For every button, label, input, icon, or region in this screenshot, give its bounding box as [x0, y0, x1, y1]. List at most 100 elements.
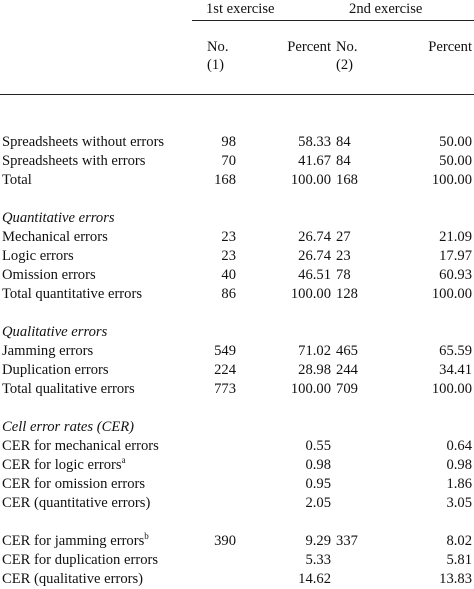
count-exercise-2 — [333, 551, 369, 570]
count-exercise-2: 128 — [336, 286, 358, 302]
row-label: CER for mechanical errors — [0, 437, 192, 456]
count-exercise-1: 224 — [214, 362, 236, 378]
count-exercise-2: 244 — [336, 362, 358, 378]
count-exercise-1: 390 — [214, 533, 236, 549]
spacer — [0, 513, 474, 532]
row-label-text: Total qualitative errors — [2, 381, 135, 397]
table-row: Duplication errors 224 28.98 244 34.41 — [0, 361, 474, 380]
percent-column-header-1: Percent — [287, 39, 332, 55]
qualitative-errors-title: Qualitative errors — [2, 324, 108, 340]
percent-exercise-1: 100.00 — [290, 286, 332, 302]
row-label: Logic errors — [0, 247, 192, 266]
percent-exercise-2: 8.02 — [446, 533, 473, 549]
table-row: Mechanical errors 23 26.74 27 21.09 — [0, 228, 474, 247]
row-label: CER for duplication errors — [0, 551, 192, 570]
count-exercise-2: 465 — [336, 343, 358, 359]
percent-exercise-2: 1.86 — [446, 476, 473, 492]
count-exercise-1 — [192, 456, 239, 475]
percent-column-header-2: Percent — [428, 39, 473, 55]
spacer-row — [0, 304, 474, 323]
row-label: Total quantitative errors — [0, 285, 192, 304]
spacer — [0, 114, 474, 133]
percent-exercise-2: 34.41 — [439, 362, 473, 378]
spacer-row — [0, 114, 474, 133]
spacer-row — [0, 190, 474, 209]
quantitative-errors-title: Quantitative errors — [2, 210, 115, 226]
row-label: Spreadsheets with errors — [0, 152, 192, 171]
table-row: CER (quantitative errors) 2.05 3.05 — [0, 494, 474, 513]
percent-exercise-1: 2.05 — [305, 495, 332, 511]
row-label: CER (qualitative errors) — [0, 570, 192, 589]
table-row: CER for jamming errorsb 390 9.29 337 8.02 — [0, 532, 474, 551]
row-label: CER (quantitative errors) — [0, 494, 192, 513]
percent-exercise-1: 9.29 — [305, 533, 332, 549]
row-label-text: Mechanical errors — [2, 229, 108, 245]
count-exercise-1: 86 — [221, 286, 236, 302]
count-exercise-1: 23 — [221, 229, 236, 245]
row-label-text: Duplication errors — [2, 362, 109, 378]
percent-exercise-1: 0.95 — [305, 476, 332, 492]
no-column-header-2: No. (2) — [333, 21, 369, 95]
quantitative-errors-section: Mechanical errors 23 26.74 27 21.09 Logic err… — [0, 228, 474, 304]
no-label: No. — [207, 39, 229, 55]
footnote-marker: a — [121, 455, 126, 465]
section-title-row: Cell error rates (CER) — [0, 418, 474, 437]
percent-exercise-1: 26.74 — [298, 229, 332, 245]
percent-exercise-1: 71.02 — [298, 343, 332, 359]
section-title-row: Qualitative errors — [0, 323, 474, 342]
spacer — [0, 304, 474, 323]
spacer — [0, 399, 474, 418]
percent-exercise-1: 5.33 — [305, 552, 332, 568]
table-row: Logic errors 23 26.74 23 17.97 — [0, 247, 474, 266]
table-row: Total qualitative errors 773 100.00 709 100.… — [0, 380, 474, 399]
header-spacer — [0, 21, 192, 95]
row-label: CER for omission errors — [0, 475, 192, 494]
percent-exercise-1: 28.98 — [298, 362, 332, 378]
percent-exercise-1: 41.67 — [298, 153, 332, 169]
count-exercise-2: 84 — [336, 153, 351, 169]
no-label: No. — [336, 39, 358, 55]
row-label-text: CER for logic errors — [2, 457, 122, 473]
row-label-text: CER for jamming errors — [2, 533, 145, 549]
row-label-text: CER for mechanical errors — [2, 438, 159, 454]
count-exercise-1: 549 — [214, 343, 236, 359]
count-exercise-2 — [333, 437, 369, 456]
row-label-text: Logic errors — [2, 248, 74, 264]
table-row: Total quantitative errors 86 100.00 128 100.… — [0, 285, 474, 304]
count-exercise-2: 78 — [336, 267, 351, 283]
percent-exercise-2: 5.81 — [446, 552, 473, 568]
percent-exercise-2: 50.00 — [439, 134, 473, 150]
spacer-row — [0, 513, 474, 532]
table-row: Total 168 100.00 168 100.00 — [0, 171, 474, 190]
percent-exercise-1: 100.00 — [290, 381, 332, 397]
row-label: Omission errors — [0, 266, 192, 285]
percent-exercise-1: 0.55 — [305, 438, 332, 454]
percent-exercise-1: 26.74 — [298, 248, 332, 264]
count-exercise-2 — [333, 475, 369, 494]
count-exercise-2: 168 — [336, 172, 358, 188]
count-exercise-1: 98 — [221, 134, 236, 150]
percent-exercise-1: 14.62 — [298, 571, 332, 587]
percent-exercise-2: 13.83 — [439, 571, 473, 587]
row-label: CER for jamming errorsb — [0, 532, 192, 551]
count-exercise-1 — [192, 551, 239, 570]
row-label-text: CER for omission errors — [2, 476, 146, 492]
header-rule — [0, 94, 474, 114]
table-row: Omission errors 40 46.51 78 60.93 — [0, 266, 474, 285]
row-label: Jamming errors — [0, 342, 192, 361]
table-row: Spreadsheets without errors 98 58.33 84 50.0… — [0, 133, 474, 152]
table-row: Spreadsheets with errors 70 41.67 84 50.00 — [0, 152, 474, 171]
percent-exercise-2: 100.00 — [431, 286, 473, 302]
percent-exercise-2: 0.64 — [446, 438, 473, 454]
percent-exercise-1: 58.33 — [298, 134, 332, 150]
table-header: 1st exercise 2nd exercise No. (1) Percen… — [0, 0, 474, 133]
percent-exercise-2: 65.59 — [439, 343, 473, 359]
column-header-row: No. (1) Percent No. (2) Percent — [0, 21, 474, 95]
count-exercise-1: 70 — [221, 153, 236, 169]
count-exercise-1 — [192, 437, 239, 456]
spacer-section: Quantitative errors — [0, 190, 474, 228]
percent-exercise-1: 0.98 — [305, 457, 332, 473]
count-exercise-1: 168 — [214, 172, 236, 188]
percent-exercise-2: 50.00 — [439, 153, 473, 169]
